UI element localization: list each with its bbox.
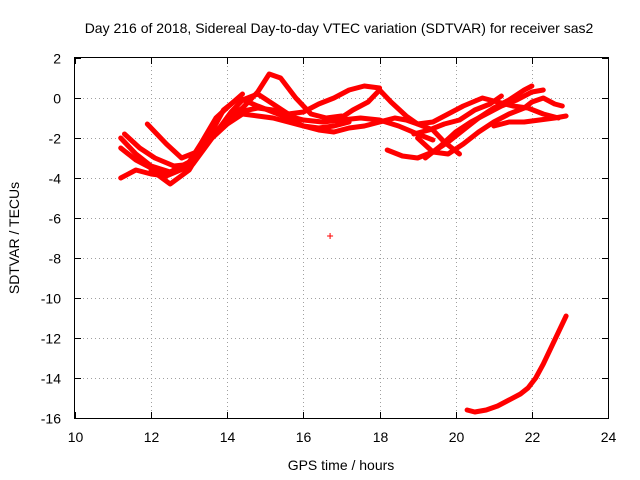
y-tick-label: -6: [49, 211, 62, 227]
y-tick-label: -2: [49, 131, 62, 147]
y-tick-label: -12: [41, 331, 61, 347]
series-arc-6: [118, 91, 245, 181]
x-tick-label: 14: [220, 429, 236, 445]
y-tick-label: -4: [49, 171, 62, 187]
y-tick-label: -16: [41, 411, 61, 427]
x-tick-label: 24: [601, 429, 617, 445]
x-tick-label: 20: [449, 429, 465, 445]
data-marks: [118, 71, 569, 415]
chart-title: Day 216 of 2018, Sidereal Day-to-day VTE…: [85, 20, 594, 36]
y-axis-label: SDTVAR / TECUs: [6, 182, 22, 294]
series-arc-3: [122, 83, 383, 169]
x-tick-label: 16: [296, 429, 312, 445]
series-arc-13: [464, 313, 569, 415]
data-point-point-1: [327, 233, 334, 239]
series-arc-8: [384, 83, 535, 161]
series-arc-12: [411, 93, 504, 137]
y-tick-label: -8: [49, 251, 62, 267]
plot-frame: [74, 57, 609, 419]
x-axis-label: GPS time / hours: [288, 457, 395, 473]
x-tick-label: 22: [525, 429, 541, 445]
series-arc-9: [415, 95, 565, 157]
x-tick-label: 12: [144, 429, 160, 445]
grid-lines: [75, 58, 608, 418]
x-tick-label: 18: [373, 429, 389, 445]
y-tick-label: 0: [53, 91, 61, 107]
x-tick-label: 10: [68, 429, 84, 445]
y-tick-label: 2: [53, 51, 61, 67]
series-arc-11: [491, 113, 569, 129]
y-tick-label: -10: [41, 291, 61, 307]
y-tick-label: -14: [41, 371, 61, 387]
series-arc-10: [422, 87, 546, 161]
